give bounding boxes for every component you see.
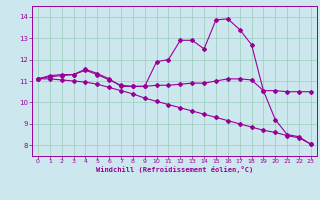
X-axis label: Windchill (Refroidissement éolien,°C): Windchill (Refroidissement éolien,°C) xyxy=(96,166,253,173)
